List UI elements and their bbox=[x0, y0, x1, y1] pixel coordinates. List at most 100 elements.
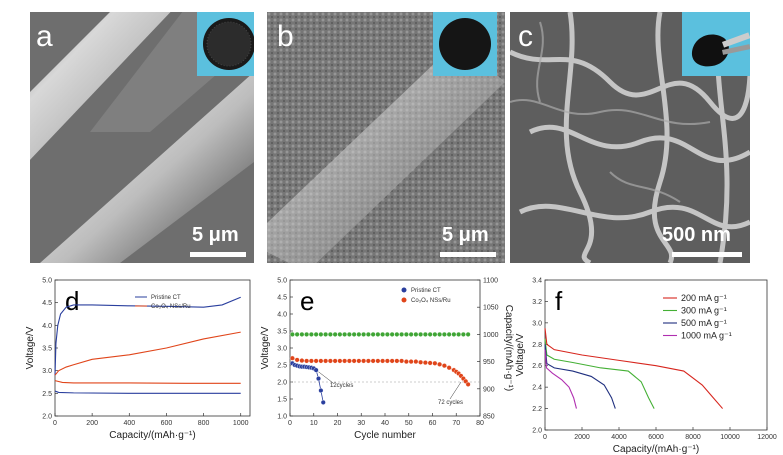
panel-label-e: e bbox=[300, 286, 314, 316]
x-axis-label: Capacity/(mAh·g⁻¹) bbox=[109, 430, 195, 441]
data-point bbox=[289, 355, 295, 361]
data-point bbox=[351, 331, 357, 337]
series-line bbox=[544, 328, 724, 409]
panel-label-a: a bbox=[36, 20, 53, 53]
data-point bbox=[408, 359, 414, 365]
data-point bbox=[370, 331, 376, 337]
series-line bbox=[544, 338, 655, 409]
data-point bbox=[403, 331, 409, 337]
inset-photo-a bbox=[197, 12, 254, 76]
y-axis-label: Voltage/V bbox=[515, 333, 526, 376]
data-point bbox=[380, 331, 386, 337]
x-tick-label: 20 bbox=[334, 420, 342, 427]
data-point bbox=[380, 358, 386, 364]
data-point bbox=[446, 331, 452, 337]
data-point bbox=[294, 357, 300, 363]
data-point bbox=[304, 331, 310, 337]
data-point bbox=[313, 367, 319, 373]
x-tick-label: 200 bbox=[86, 420, 98, 427]
sem-panel-c: c 500 nm bbox=[510, 12, 750, 263]
data-point bbox=[370, 358, 376, 364]
data-point bbox=[394, 331, 400, 337]
x-tick-label: 400 bbox=[123, 420, 135, 427]
data-point bbox=[365, 331, 371, 337]
chart-f-svg: f 0 2000 4000 6000 8000 10000 12000 2.0 2.2 2.4 2.6… bbox=[515, 278, 777, 455]
data-point bbox=[399, 331, 405, 337]
legend-marker bbox=[401, 287, 407, 293]
data-point bbox=[384, 331, 390, 337]
inset-photo-b bbox=[433, 12, 497, 76]
data-point bbox=[375, 331, 381, 337]
legend-label: 1000 mA g⁻¹ bbox=[681, 331, 732, 341]
chart-d: d 0 200 400 600 800 1000 2.0 2.5 3.0 3.5 4.0 4.5 5.0 C… bbox=[0, 268, 260, 455]
data-point bbox=[361, 358, 367, 364]
chart-e: e 0 10 20 30 40 50 60 70 80 1.0 1.5 2.0 2.5 3.0 3.5 4.0 4… bbox=[260, 268, 520, 455]
y-tick-label: 3.0 bbox=[532, 320, 542, 327]
y2-tick-label: 1000 bbox=[483, 332, 499, 339]
series-line bbox=[54, 296, 241, 376]
plot-frame bbox=[544, 279, 768, 431]
series-line bbox=[54, 331, 241, 376]
y2-axis-label: Capacity/(mAh·g⁻¹) bbox=[503, 305, 514, 391]
data-point bbox=[456, 331, 462, 337]
x-tick-label: 50 bbox=[405, 420, 413, 427]
y-axis-label: Voltage/V bbox=[25, 326, 36, 369]
legend-label: 200 mA g⁻¹ bbox=[681, 293, 727, 303]
data-point bbox=[389, 358, 395, 364]
y-tick-label: 3.2 bbox=[532, 299, 542, 306]
x-tick-label: 0 bbox=[53, 420, 57, 427]
x-tick-label: 10 bbox=[310, 420, 318, 427]
data-point bbox=[394, 358, 400, 364]
data-point bbox=[441, 363, 447, 369]
panel-label-f: f bbox=[555, 286, 563, 316]
data-point bbox=[408, 331, 414, 337]
data-point bbox=[446, 365, 452, 371]
series-line bbox=[54, 380, 241, 384]
data-point bbox=[342, 331, 348, 337]
data-point bbox=[323, 358, 329, 364]
x-tick-label: 0 bbox=[288, 420, 292, 427]
x-tick-label: 8000 bbox=[685, 434, 701, 441]
data-point bbox=[418, 331, 424, 337]
data-point bbox=[389, 331, 395, 337]
chart-e-svg: e 0 10 20 30 40 50 60 70 80 1.0 1.5 2.0 2.5 3.0 3.5 4.0 4… bbox=[260, 278, 514, 442]
y-tick-label: 3.0 bbox=[42, 368, 52, 375]
y-tick-label: 3.5 bbox=[277, 329, 287, 336]
data-point bbox=[327, 331, 333, 337]
y-tick-label: 1.5 bbox=[277, 397, 287, 404]
data-point bbox=[365, 358, 371, 364]
data-point bbox=[342, 358, 348, 364]
inset-photo-c bbox=[682, 12, 750, 76]
sem-panel-b: b 5 μm bbox=[267, 12, 505, 263]
x-tick-label: 800 bbox=[198, 420, 210, 427]
data-point bbox=[361, 331, 367, 337]
y2-tick-label: 1100 bbox=[483, 278, 498, 285]
y-tick-label: 3.0 bbox=[277, 346, 287, 353]
y2-tick-label: 850 bbox=[483, 414, 495, 421]
x-tick-label: 0 bbox=[543, 434, 547, 441]
scale-bar-a bbox=[190, 252, 246, 257]
y-tick-label: 2.0 bbox=[42, 414, 52, 421]
legend-marker bbox=[401, 297, 407, 303]
data-point bbox=[346, 331, 352, 337]
data-point bbox=[465, 331, 471, 337]
data-point bbox=[313, 358, 319, 364]
data-point bbox=[427, 360, 433, 366]
data-point bbox=[460, 331, 466, 337]
x-tick-label: 10000 bbox=[720, 434, 740, 441]
annotation-72cycles: 72 cycles bbox=[438, 400, 463, 406]
y-tick-label: 2.2 bbox=[532, 406, 542, 413]
scale-label-c: 500 nm bbox=[662, 224, 731, 246]
x-tick-label: 12000 bbox=[757, 434, 777, 441]
y-tick-label: 5.0 bbox=[277, 278, 287, 285]
data-point bbox=[413, 359, 419, 365]
plot-frame bbox=[289, 279, 481, 417]
data-point bbox=[332, 358, 338, 364]
y-axis-label: Voltage/V bbox=[260, 326, 271, 369]
data-point bbox=[304, 358, 310, 364]
y-tick-label: 2.5 bbox=[42, 391, 52, 398]
data-point bbox=[318, 331, 324, 337]
data-point bbox=[316, 376, 322, 382]
data-point bbox=[413, 331, 419, 337]
data-point bbox=[356, 358, 362, 364]
